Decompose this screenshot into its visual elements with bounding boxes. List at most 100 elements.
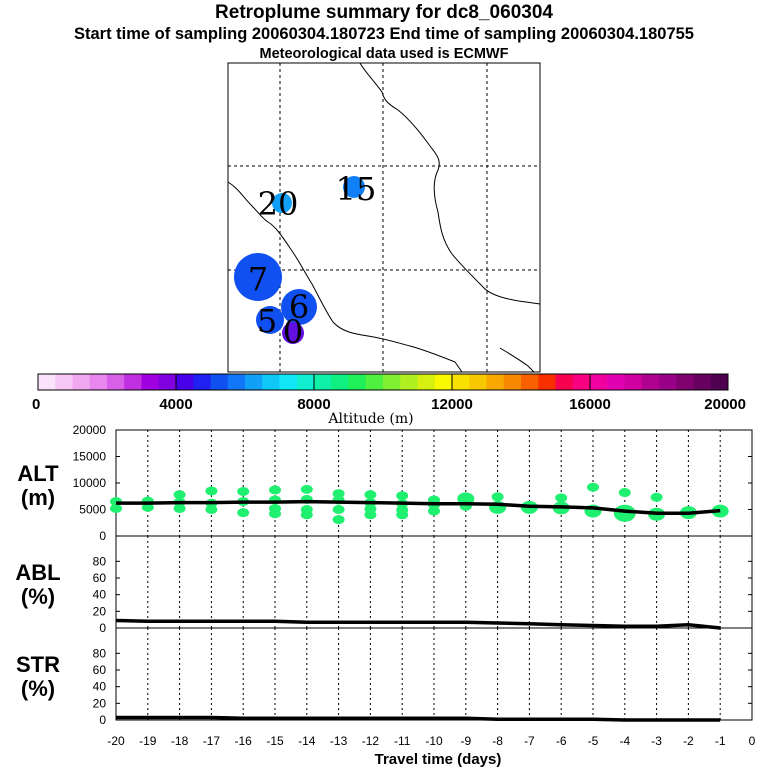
- coastline-africa: [227, 181, 463, 373]
- cluster-dot: [205, 486, 218, 496]
- y-tick-label: 0: [99, 529, 106, 543]
- colorbar-cell: [555, 374, 574, 390]
- map-graticule: [228, 63, 540, 372]
- str-label: STR: [16, 652, 60, 677]
- y-tick-label: 10000: [73, 476, 107, 490]
- cluster-dot: [587, 482, 599, 492]
- colorbar-cell: [624, 374, 643, 390]
- x-tick-label: -11: [394, 734, 411, 748]
- y-tick-label: 0: [99, 621, 106, 635]
- cluster-dot: [491, 492, 504, 502]
- cluster-dot: [364, 510, 377, 520]
- colorbar-tick-label: 8000: [297, 396, 330, 413]
- coastline-north: [359, 62, 541, 305]
- colorbar-cell: [296, 374, 315, 390]
- colorbar-cell: [314, 374, 332, 390]
- colorbar-cell: [710, 374, 729, 390]
- x-tick-label: -20: [107, 734, 125, 748]
- cluster-dot: [300, 510, 313, 520]
- colorbar-cell: [245, 374, 263, 390]
- colorbar-cell: [572, 374, 591, 390]
- str-series-line: [116, 715, 721, 722]
- cluster-dot: [205, 505, 218, 514]
- met-data-note: Meteorological data used is ECMWF: [259, 46, 509, 62]
- colorbar-cell: [176, 374, 194, 390]
- y-tick-label: 80: [93, 554, 107, 568]
- cluster-dot: [237, 486, 250, 496]
- colorbar-cell: [486, 374, 505, 390]
- marker-circle-0: [282, 322, 304, 344]
- marker-label-7: 7: [248, 260, 268, 298]
- colorbar-cell: [124, 374, 142, 390]
- x-tick-label: -16: [235, 734, 253, 748]
- x-tick-label: -6: [556, 734, 567, 748]
- marker-circle-15: [343, 176, 365, 198]
- colorbar-cell: [141, 374, 160, 390]
- cluster-dot: [269, 485, 281, 495]
- colorbar-cell: [72, 374, 91, 390]
- y-tick-label: 15000: [73, 450, 107, 464]
- x-tick-label: -12: [362, 734, 380, 748]
- colorbar-cell: [365, 374, 384, 390]
- y-tick-label: 20: [93, 696, 107, 710]
- cluster-dot: [332, 505, 345, 514]
- y-tick-label: 20: [93, 604, 107, 618]
- cluster-dot: [396, 510, 409, 520]
- page-title: Retroplume summary for dc8_060304: [215, 2, 553, 23]
- y-tick-label: 20000: [73, 423, 107, 437]
- alt-label: ALT: [17, 461, 59, 486]
- colorbar-cell: [193, 374, 211, 390]
- abl-panel: 0 20 40 60 80 ABL(%): [15, 535, 753, 635]
- x-axis: -20 -19 -18 -17 -16 -15 -14 -13 -12 -11 -10 -9 -8 -7-…: [107, 734, 755, 768]
- x-tick-label: -15: [266, 734, 284, 748]
- y-tick-label: 60: [93, 663, 107, 677]
- colorbar-cell: [55, 374, 73, 390]
- colorbar-cell: [107, 374, 125, 390]
- colorbar-cell: [417, 374, 436, 390]
- y-tick-label: 40: [93, 588, 107, 602]
- alt-unit: (m): [21, 485, 55, 510]
- marker-label-20: 20: [258, 185, 299, 223]
- time-series-panels: 05000100001500020000ALT(m)020406080ABL(%…: [15, 423, 755, 768]
- colorbar-cell: [89, 374, 108, 390]
- sampling-times: Start time of sampling 20060304.180723 E…: [74, 25, 694, 43]
- x-tick-label: -17: [203, 734, 221, 748]
- x-tick-label: -18: [171, 734, 189, 748]
- y-tick-label: 5000: [79, 503, 106, 517]
- colorbar-cell: [38, 374, 56, 390]
- altitude-colorbar: 0 4000 8000 12000 16000 20000 Altitude (m): [32, 373, 746, 427]
- x-tick-label: -7: [524, 734, 535, 748]
- cluster-dot: [269, 509, 281, 519]
- colorbar-tick-label: 12000: [431, 396, 473, 413]
- y-tick-label: 80: [93, 646, 107, 660]
- x-tick-label: -4: [619, 734, 630, 748]
- cluster-dot: [110, 503, 122, 513]
- colorbar-cell: [262, 374, 280, 390]
- colorbar-cell: [538, 374, 556, 390]
- x-tick-label: -1: [715, 734, 726, 748]
- x-tick-label: -5: [588, 734, 599, 748]
- cluster-dot: [332, 489, 345, 499]
- colorbar-cell: [383, 374, 401, 390]
- cluster-dot: [396, 491, 409, 501]
- marker-circle-6: [281, 289, 317, 325]
- colorbar-cell: [279, 374, 298, 390]
- y-tick-label: 0: [99, 713, 106, 727]
- cluster-dot: [173, 503, 186, 513]
- marker-circle-5: [256, 306, 284, 334]
- marker-label-5: 5: [257, 302, 277, 340]
- colorbar-tick-label: 16000: [569, 396, 611, 413]
- y-tick-label: 60: [93, 571, 107, 585]
- colorbar-cell: [659, 374, 677, 390]
- colorbar-cell: [400, 374, 418, 390]
- str-panel: 0 20 40 60 80 STR(%): [16, 627, 753, 727]
- abl-unit: (%): [21, 584, 55, 609]
- alt-panel: 0 5000 10000 15000 20000 ALT(m): [17, 423, 753, 543]
- colorbar-cell: [210, 374, 229, 390]
- x-tick-label: -13: [330, 734, 348, 748]
- x-tick-label: -19: [139, 734, 157, 748]
- marker-circle-7: [234, 253, 282, 301]
- colorbar-tick-label: 20000: [704, 396, 746, 413]
- colorbar-cell: [641, 374, 660, 390]
- colorbar-cell: [503, 374, 522, 390]
